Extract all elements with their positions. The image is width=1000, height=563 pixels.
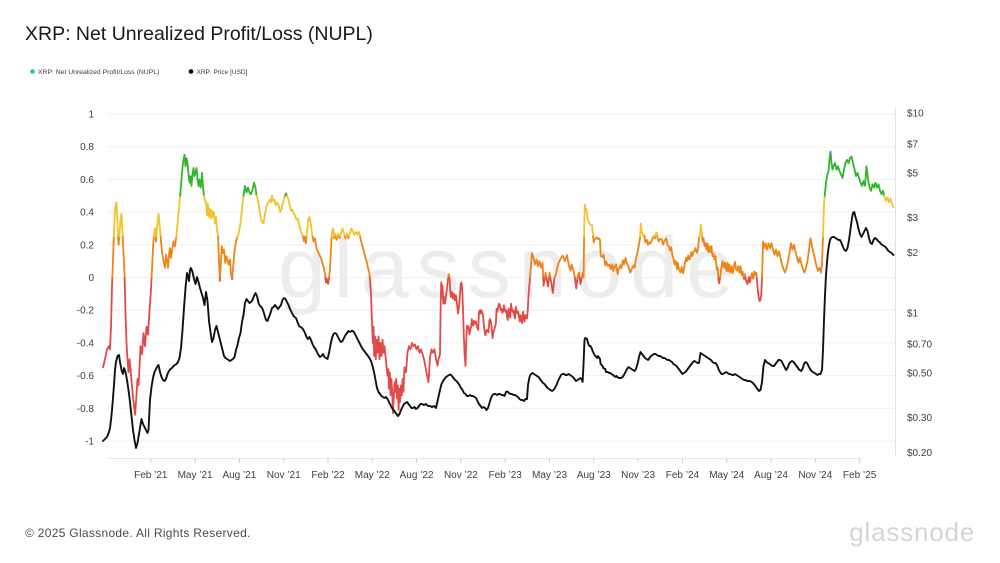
svg-text:Feb ’23: Feb ’23 bbox=[489, 470, 523, 481]
svg-text:0.6: 0.6 bbox=[80, 175, 94, 186]
svg-text:Feb ’24: Feb ’24 bbox=[666, 470, 700, 481]
svg-text:Feb ’25: Feb ’25 bbox=[843, 470, 877, 481]
svg-text:XRP: Net Unrealized Profit/Los: XRP: Net Unrealized Profit/Loss (NUPL) bbox=[38, 69, 159, 76]
svg-text:Nov ’24: Nov ’24 bbox=[798, 470, 832, 481]
svg-text:0.8: 0.8 bbox=[80, 142, 94, 153]
svg-text:Aug ’23: Aug ’23 bbox=[577, 470, 611, 481]
svg-text:-0.6: -0.6 bbox=[77, 371, 95, 382]
svg-text:Nov ’21: Nov ’21 bbox=[267, 470, 301, 481]
svg-text:Nov ’22: Nov ’22 bbox=[444, 470, 478, 481]
svg-text:$0.20: $0.20 bbox=[907, 448, 932, 459]
svg-text:$5: $5 bbox=[907, 169, 919, 180]
svg-text:-1: -1 bbox=[85, 437, 94, 448]
svg-text:0: 0 bbox=[88, 273, 94, 284]
svg-text:Aug ’22: Aug ’22 bbox=[400, 470, 434, 481]
svg-text:Feb ’21: Feb ’21 bbox=[134, 470, 168, 481]
svg-text:XRP: Price [USD]: XRP: Price [USD] bbox=[197, 69, 248, 76]
svg-text:-0.8: -0.8 bbox=[77, 404, 95, 415]
svg-text:-0.2: -0.2 bbox=[77, 306, 95, 317]
svg-text:$0.70: $0.70 bbox=[907, 339, 932, 350]
svg-text:$0.30: $0.30 bbox=[907, 413, 932, 424]
svg-text:Aug ’24: Aug ’24 bbox=[754, 470, 788, 481]
svg-text:May ’21: May ’21 bbox=[178, 470, 213, 481]
svg-text:$1: $1 bbox=[907, 308, 919, 319]
svg-text:$2: $2 bbox=[907, 248, 919, 259]
svg-text:Feb ’22: Feb ’22 bbox=[311, 470, 345, 481]
svg-text:0.2: 0.2 bbox=[80, 240, 94, 251]
svg-text:Aug ’21: Aug ’21 bbox=[222, 470, 256, 481]
svg-text:$7: $7 bbox=[907, 139, 919, 150]
svg-text:May ’24: May ’24 bbox=[709, 470, 744, 481]
svg-text:1: 1 bbox=[88, 110, 94, 121]
svg-text:May ’22: May ’22 bbox=[355, 470, 390, 481]
svg-text:$10: $10 bbox=[907, 108, 924, 119]
svg-text:-0.4: -0.4 bbox=[77, 338, 95, 349]
svg-text:$3: $3 bbox=[907, 213, 919, 224]
svg-text:May ’23: May ’23 bbox=[532, 470, 567, 481]
svg-text:Nov ’23: Nov ’23 bbox=[621, 470, 655, 481]
svg-text:$0.50: $0.50 bbox=[907, 369, 932, 380]
svg-text:0.4: 0.4 bbox=[80, 208, 94, 219]
